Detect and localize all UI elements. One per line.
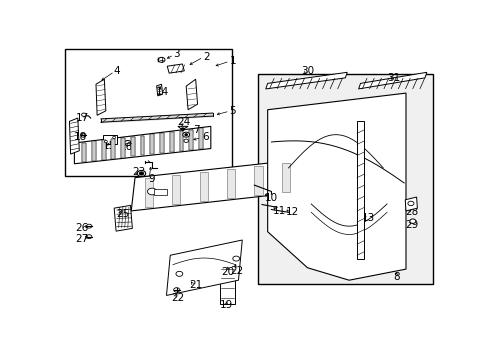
Text: 2: 2 (203, 52, 210, 62)
Circle shape (183, 132, 189, 137)
Circle shape (112, 136, 116, 139)
Circle shape (86, 224, 92, 228)
Circle shape (407, 201, 413, 206)
Text: 9: 9 (148, 174, 155, 184)
Polygon shape (166, 240, 242, 296)
Polygon shape (69, 118, 79, 154)
Polygon shape (179, 131, 183, 151)
Circle shape (173, 288, 180, 292)
Circle shape (181, 128, 184, 130)
Polygon shape (141, 135, 144, 155)
Bar (65, 49, 231, 176)
Circle shape (139, 172, 143, 175)
Text: 24: 24 (177, 117, 190, 127)
Text: 28: 28 (404, 207, 417, 217)
Text: 6: 6 (202, 132, 208, 143)
Bar (172, 175, 180, 204)
Text: 5: 5 (229, 106, 235, 116)
Text: 8: 8 (392, 273, 399, 283)
Text: 29: 29 (404, 220, 417, 230)
Circle shape (409, 219, 415, 223)
Text: 4: 4 (114, 66, 120, 76)
Polygon shape (131, 159, 299, 211)
Text: 20: 20 (221, 267, 234, 277)
Text: 22: 22 (171, 293, 184, 303)
Bar (282, 163, 290, 192)
Text: 1: 1 (230, 56, 236, 66)
Polygon shape (405, 197, 416, 211)
Text: 12: 12 (285, 207, 298, 217)
Bar (199, 172, 207, 201)
Circle shape (147, 188, 156, 195)
Text: 17: 17 (75, 113, 88, 123)
Polygon shape (160, 133, 163, 153)
Text: 7: 7 (193, 125, 200, 135)
Circle shape (104, 140, 107, 143)
Polygon shape (96, 79, 105, 115)
Polygon shape (178, 126, 188, 130)
Circle shape (86, 235, 92, 239)
Polygon shape (219, 261, 235, 304)
Polygon shape (131, 137, 135, 156)
Text: 15: 15 (103, 141, 116, 151)
Bar (258, 74, 431, 284)
Polygon shape (167, 64, 184, 73)
Bar (154, 189, 167, 195)
Polygon shape (199, 129, 203, 149)
Text: 3: 3 (173, 49, 180, 59)
Text: 26: 26 (75, 222, 88, 233)
Text: 27: 27 (75, 234, 88, 244)
Circle shape (137, 170, 145, 176)
Polygon shape (189, 130, 193, 150)
Text: 14: 14 (156, 87, 169, 97)
Polygon shape (265, 72, 346, 89)
Circle shape (158, 57, 164, 62)
Text: 21: 21 (189, 280, 202, 290)
Polygon shape (92, 141, 96, 161)
Text: 13: 13 (361, 213, 374, 223)
Polygon shape (114, 205, 132, 231)
Text: 10: 10 (264, 193, 278, 203)
Text: 19: 19 (219, 300, 232, 310)
Circle shape (124, 140, 131, 145)
Text: 30: 30 (300, 66, 313, 76)
Text: 16: 16 (120, 142, 133, 152)
Bar (102, 135, 117, 144)
Circle shape (176, 271, 183, 276)
Polygon shape (170, 132, 173, 152)
Bar (226, 169, 235, 198)
Polygon shape (267, 93, 405, 280)
Text: 18: 18 (74, 132, 87, 143)
Polygon shape (102, 140, 105, 160)
Polygon shape (74, 126, 210, 164)
Text: 22: 22 (230, 266, 244, 276)
Circle shape (81, 133, 85, 137)
Polygon shape (111, 139, 115, 159)
Circle shape (232, 256, 239, 261)
Text: 23: 23 (132, 167, 145, 177)
Text: 25: 25 (116, 209, 129, 219)
Text: 11: 11 (272, 206, 285, 216)
Polygon shape (121, 138, 125, 158)
Polygon shape (186, 79, 197, 110)
Polygon shape (82, 143, 86, 162)
Bar (144, 178, 153, 207)
Text: 31: 31 (386, 73, 400, 83)
Bar (254, 166, 262, 195)
Polygon shape (150, 134, 154, 154)
Polygon shape (156, 84, 163, 96)
Circle shape (81, 113, 86, 116)
Polygon shape (358, 72, 426, 89)
Circle shape (184, 134, 187, 135)
Polygon shape (356, 121, 364, 260)
Circle shape (183, 139, 188, 143)
